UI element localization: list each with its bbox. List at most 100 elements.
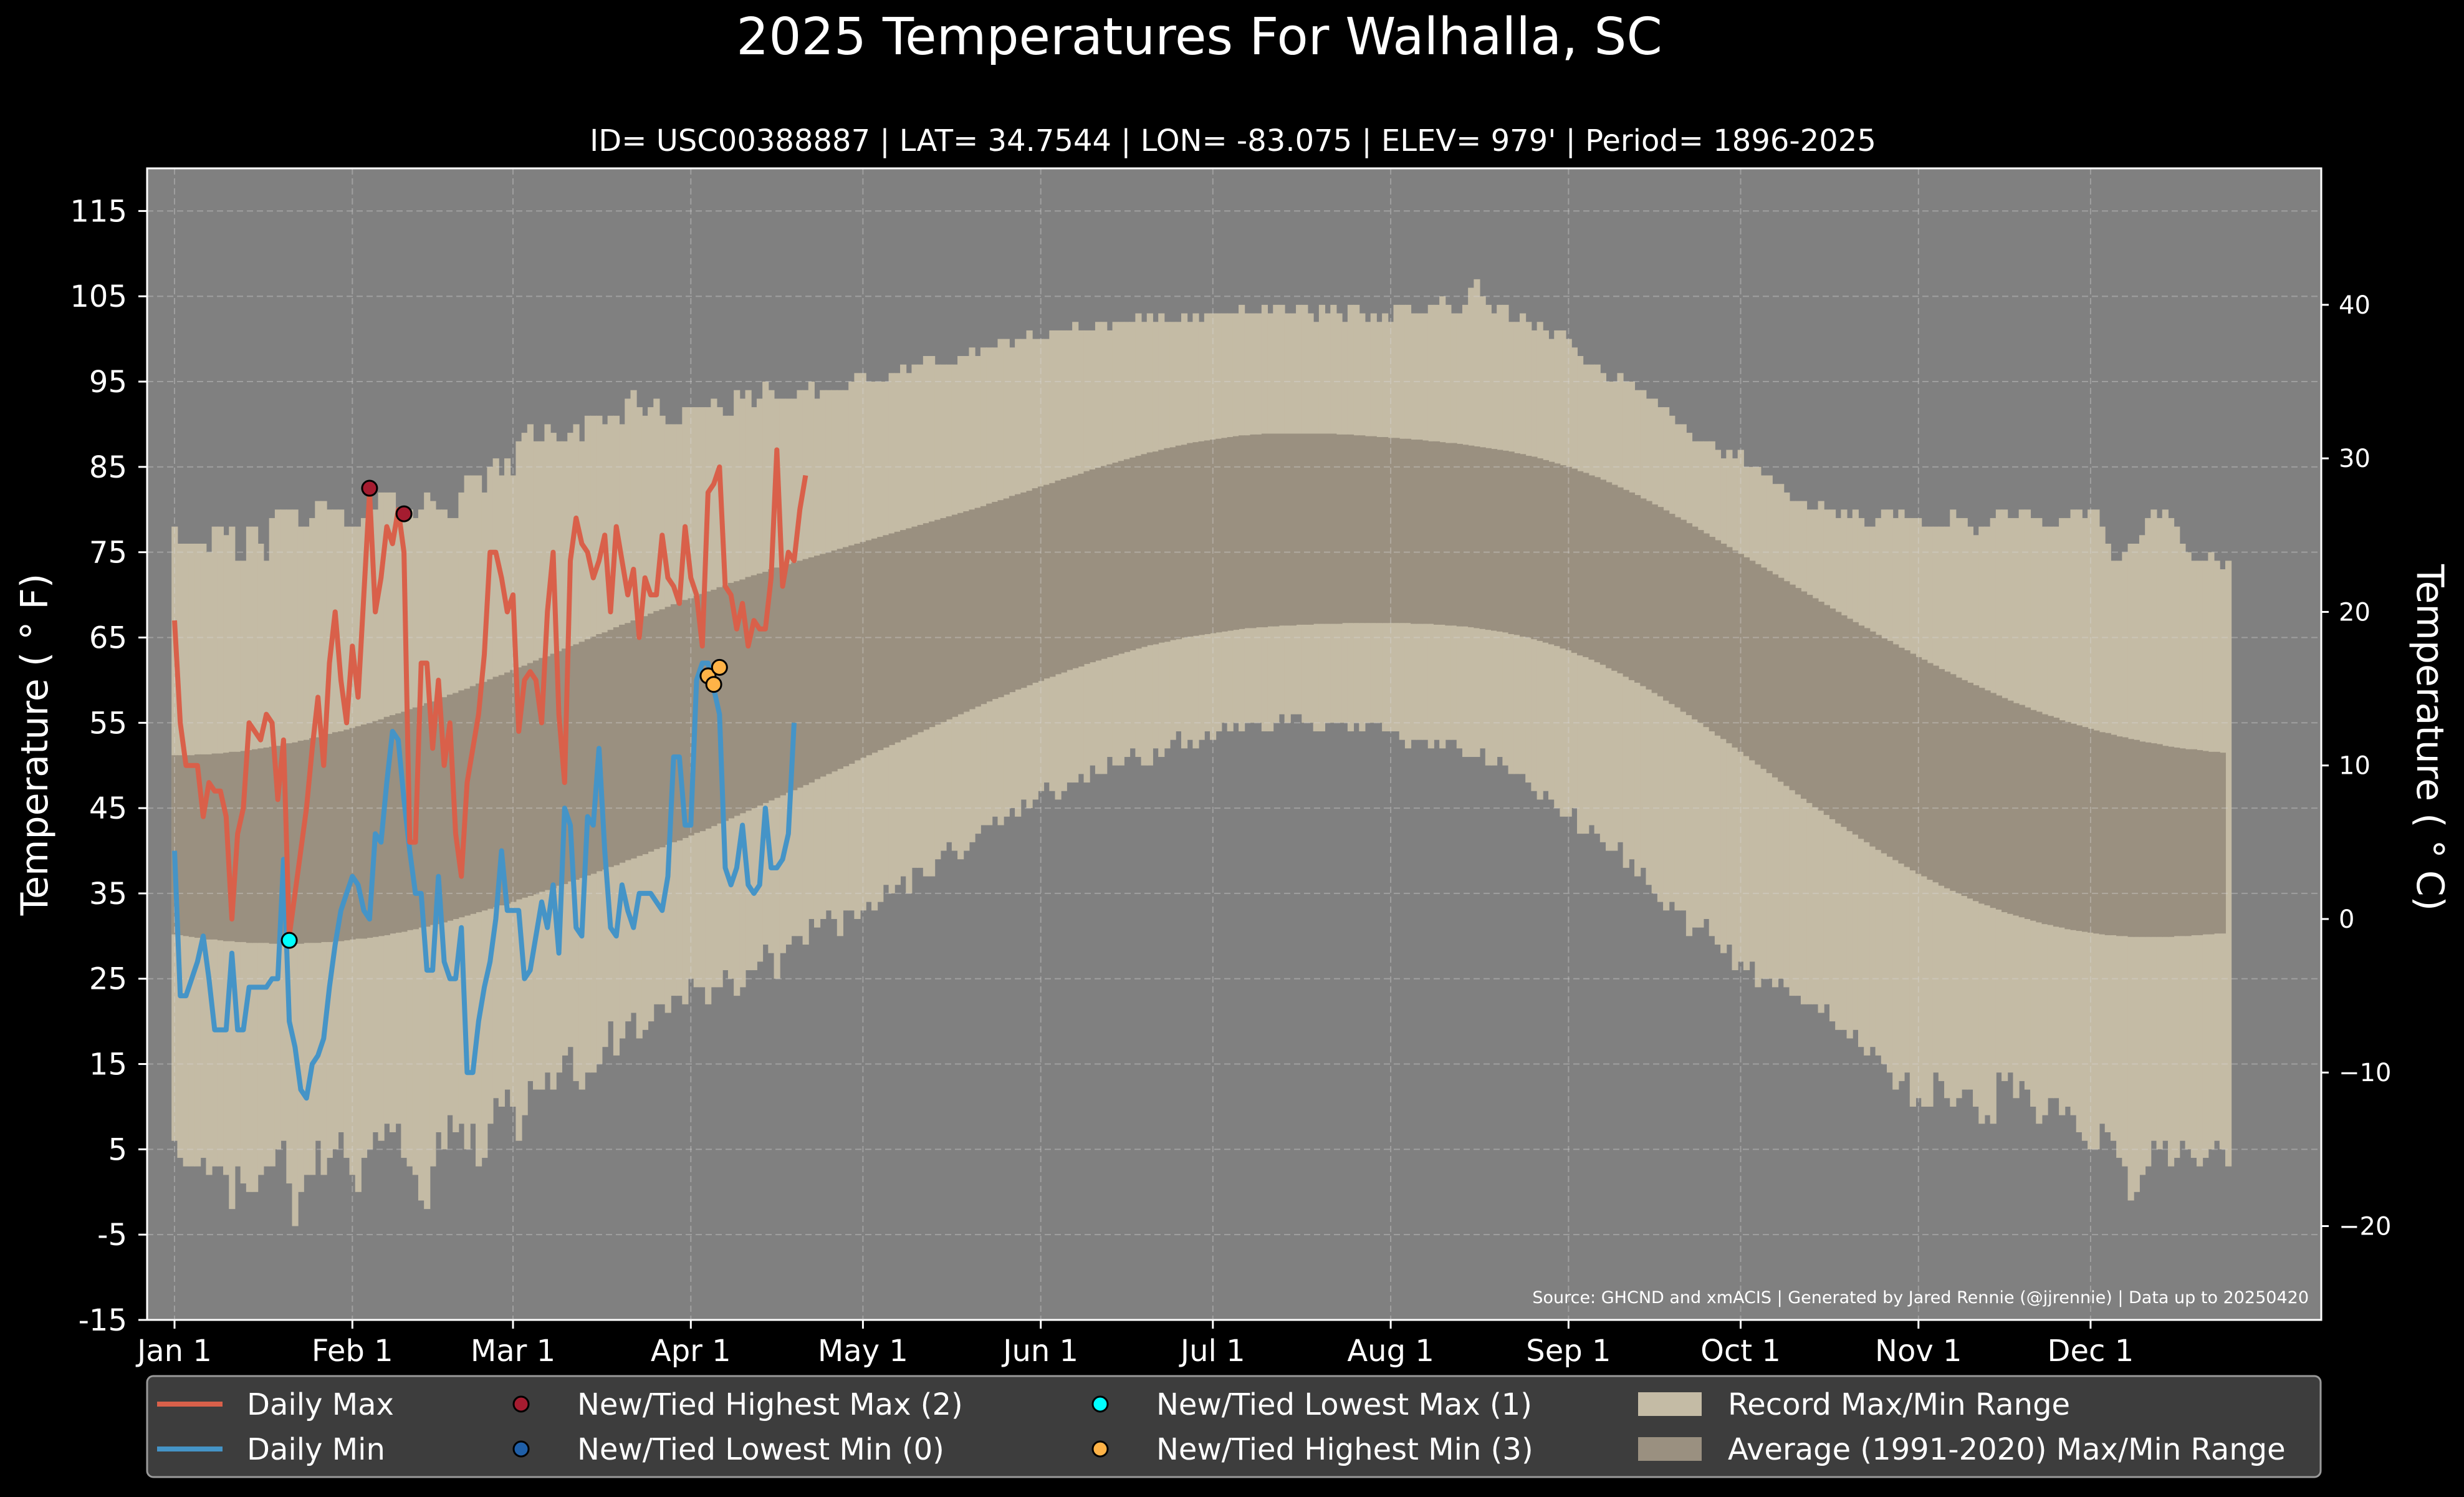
average-range-bar [917,524,924,733]
average-range-bar [274,746,282,944]
average-range-bar [779,566,786,796]
average-range-bar [567,646,574,882]
average-range-bar [1737,554,1744,752]
average-range-bar [756,573,764,806]
x-tick-label: Mar 1 [471,1334,555,1369]
y-tick-label-left: 55 [89,706,127,741]
average-range-bar [1083,471,1090,664]
y-tick-label-left: 25 [89,962,127,997]
average-range-bar [229,751,236,941]
average-range-bar [1565,466,1572,650]
average-range-bar [1892,644,1899,860]
average-range-bar [355,726,362,939]
average-range-bar [1388,438,1394,623]
average-range-bar [1697,530,1704,723]
average-range-bar [2190,749,2197,935]
y-tick-label-left: -15 [79,1303,127,1338]
average-range-bar [183,755,189,936]
average-range-bar [1359,435,1366,623]
average-range-bar [240,751,247,942]
average-range-bar [1812,598,1819,807]
average-range-bar [441,697,448,923]
average-range-bar [2059,720,2066,928]
average-range-bar [727,582,735,819]
average-range-bar [1800,591,1808,799]
average-range-bar [171,755,178,935]
average-range-bar [1341,434,1348,623]
average-range-bar [653,611,660,849]
average-range-bar [929,521,936,728]
average-range-bar [1158,450,1165,643]
average-range-bar [2196,750,2203,935]
average-range-bar [2162,746,2169,937]
average-range-bar [2127,739,2134,937]
average-range-bar [1531,456,1538,640]
average-range-bar [1829,608,1836,819]
average-range-bar [2133,739,2140,937]
average-range-bar [2179,748,2186,936]
average-range-bar [1955,677,1962,893]
average-range-bar [2030,710,2037,921]
average-range-bar [831,550,838,772]
average-range-bar [1055,480,1062,675]
average-range-bar [481,681,488,911]
average-range-bar [808,557,815,783]
average-range-bar [280,744,287,944]
average-range-bar [750,575,757,809]
plot-frame [146,167,2323,1321]
average-range-bar [578,642,585,878]
average-range-bar [940,517,947,722]
average-range-bar [1049,483,1056,677]
average-range-bar [1020,492,1027,688]
average-range-bar [682,600,689,838]
average-range-bar [1474,446,1480,628]
average-range-bar [636,618,643,856]
average-range-bar [2024,707,2031,919]
average-range-bar [2167,746,2175,937]
average-range-bar [1427,441,1434,624]
average-range-bar [1680,519,1687,712]
average-range-bar [1135,456,1142,649]
average-range-bar [963,511,970,712]
average-range-bar [2174,747,2180,936]
average-range-bar [1060,479,1067,673]
average-range-bar [1376,436,1383,623]
average-range-bar [1439,442,1446,625]
average-range-bars [171,433,2226,944]
average-range-bar [1101,466,1108,659]
average-range-bar [877,537,884,751]
average-range-bar [1066,477,1073,670]
average-range-bar [1961,680,1968,897]
average-range-bar [309,738,316,943]
average-range-bar [527,663,534,897]
average-range-bar [1783,581,1790,786]
average-range-bar [395,713,402,933]
average-range-bar [2145,742,2152,937]
legend-box [146,1375,2322,1478]
x-tick-label: Sep 1 [1526,1334,1611,1369]
average-range-bar [286,743,293,944]
average-range-bar [2104,733,2111,935]
average-range-bar [1835,612,1842,824]
legend-label: New/Tied Highest Max (2) [577,1387,963,1422]
record-marker [361,479,378,497]
average-range-bar [2208,751,2215,935]
record-marker [280,931,298,949]
average-range-bar [1554,463,1561,647]
average-range-bar [1370,436,1377,623]
average-range-bar [1169,447,1176,640]
average-range-bar [492,676,499,907]
y-tick-label-left: 75 [89,536,127,570]
average-range-bar [619,624,626,863]
average-range-bar [1072,475,1079,668]
average-range-bar [2007,700,2014,914]
y-tick-label-left: 105 [70,279,127,314]
y-tick-label-left: -5 [97,1218,127,1253]
average-range-bar [1927,663,1934,880]
legend-swatch-marker [1091,1440,1109,1458]
average-range-bar [1462,445,1469,627]
plot-area: -15 -5 5 15 25 35 45 55 65 75 85 95 105 115 −20 −10 0 10 2… [70,167,2391,1369]
daily-min-line [172,660,797,1101]
average-range-bar [843,547,850,767]
record-range-bar [2225,561,2232,1167]
